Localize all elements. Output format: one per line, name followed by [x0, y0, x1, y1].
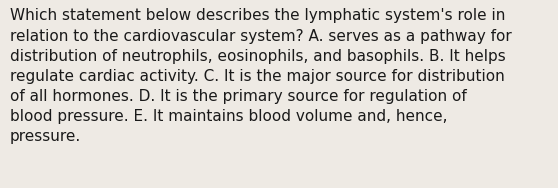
- Text: Which statement below describes the lymphatic system's role in
relation to the c: Which statement below describes the lymp…: [10, 8, 512, 144]
